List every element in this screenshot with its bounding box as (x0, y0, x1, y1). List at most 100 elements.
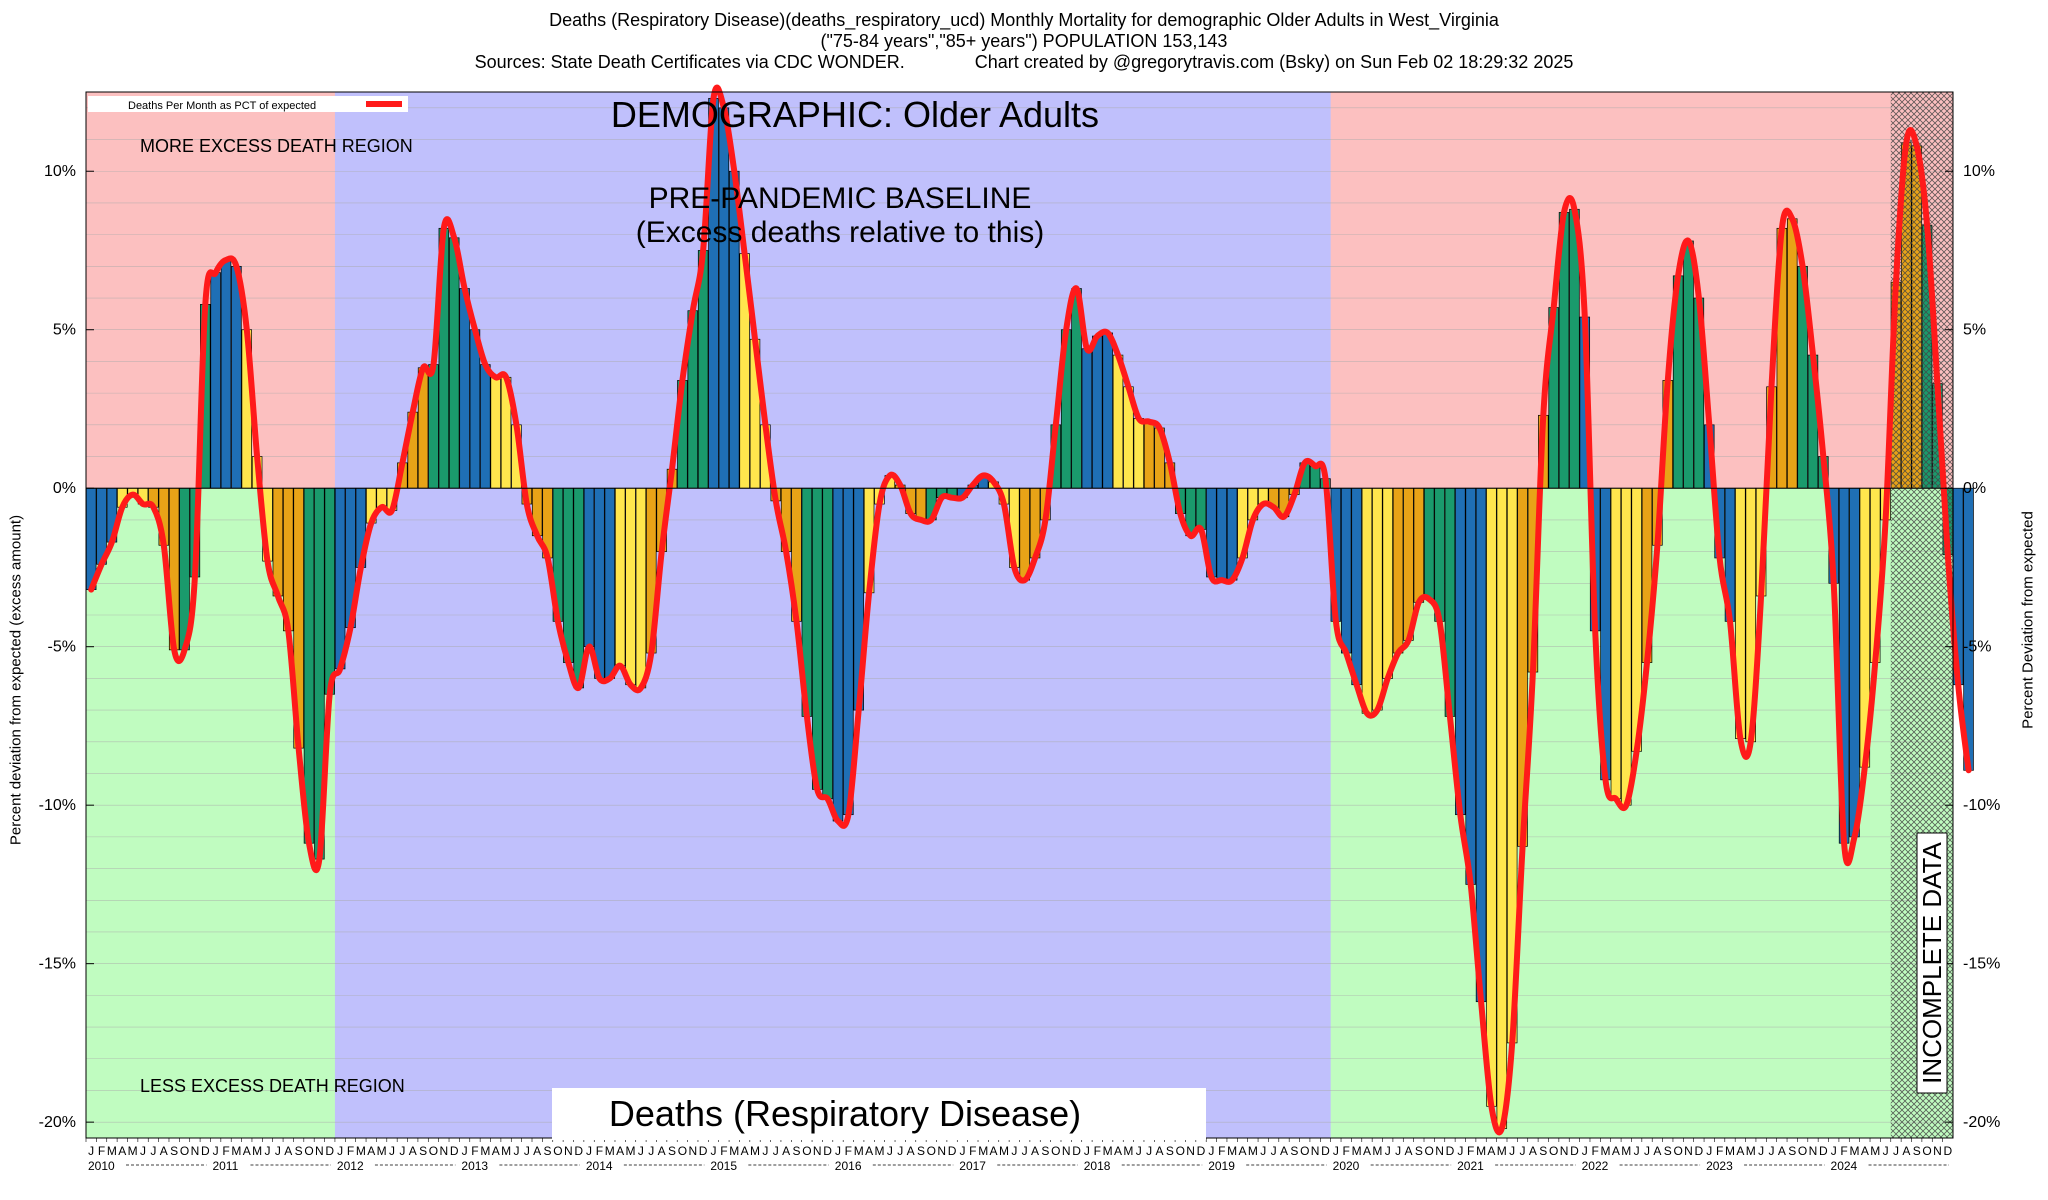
x-month-label: J (1022, 1144, 1028, 1158)
x-month-label: S (544, 1144, 552, 1158)
bar (812, 487, 823, 790)
x-month-label: D (1197, 1144, 1206, 1158)
bar (573, 487, 584, 689)
x-month-label: O (678, 1144, 687, 1158)
x-month-label: M (1123, 1144, 1133, 1158)
x-month-label: A (782, 1144, 790, 1158)
legend-label: Deaths Per Month as PCT of expected (128, 100, 316, 112)
header-credit-text: Chart created by @gregorytravis.com (Bsk… (974, 52, 1574, 72)
x-month-label: F (720, 1144, 727, 1158)
x-month-label: M (501, 1144, 511, 1158)
bar (324, 487, 335, 695)
bar (594, 487, 605, 679)
bar (1019, 487, 1030, 581)
x-month-label: A (284, 1144, 292, 1158)
x-month-label: J (1509, 1144, 1515, 1158)
x-month-label: M (1725, 1144, 1735, 1158)
x-month-label: A (907, 1144, 915, 1158)
bar (1143, 421, 1155, 489)
bar (1361, 487, 1373, 714)
x-month-label: A (1114, 1144, 1122, 1158)
x-month-label: M (1352, 1144, 1362, 1158)
x-month-label: A (243, 1144, 251, 1158)
x-month-label: S (1664, 1144, 1672, 1158)
x-year-label: 2024 (1831, 1159, 1858, 1173)
bar (822, 487, 833, 800)
bar (1475, 487, 1487, 1003)
x-month-label: J (1395, 1144, 1401, 1158)
x-month-label: D (325, 1144, 334, 1158)
x-month-label: M (128, 1144, 138, 1158)
x-month-label: S (1041, 1144, 1049, 1158)
bar (1434, 487, 1445, 622)
x-month-label: J (586, 1144, 592, 1158)
x-month-label: D (699, 1144, 708, 1158)
x-month-label: F (1840, 1144, 1847, 1158)
x-year-label: 2011 (212, 1159, 238, 1173)
x-month-label: J (265, 1144, 271, 1158)
bar (1465, 487, 1476, 885)
bar (459, 288, 470, 489)
x-month-label: J (1644, 1144, 1650, 1158)
x-month-label: A (1902, 1144, 1910, 1158)
x-month-label: F (1716, 1144, 1723, 1158)
bar (614, 487, 626, 667)
y-tick-label-right: -5% (1963, 639, 1991, 656)
x-month-label: A (1280, 1144, 1288, 1158)
y-tick-label-right: -10% (1963, 797, 2000, 814)
y-tick-label-right: -20% (1963, 1114, 2000, 1131)
x-month-label: M (1227, 1144, 1237, 1158)
x-month-label: S (295, 1144, 303, 1158)
bar (1102, 332, 1113, 489)
x-month-label: N (1809, 1144, 1818, 1158)
bar (1351, 487, 1362, 686)
x-month-label: M (1601, 1144, 1611, 1158)
bar (1683, 240, 1694, 489)
header-population: ("75-84 years","85+ years") POPULATION 1… (820, 31, 1228, 51)
bar (832, 487, 844, 822)
x-month-label: J (1011, 1144, 1017, 1158)
x-month-label: F (845, 1144, 852, 1158)
bar (1372, 487, 1383, 711)
x-month-label: A (741, 1144, 749, 1158)
x-month-label: J (762, 1144, 768, 1158)
x-month-label: A (160, 1144, 168, 1158)
x-month-label: J (337, 1144, 343, 1158)
x-month-label: S (419, 1144, 427, 1158)
y-tick-label-right: 10% (1963, 163, 1995, 180)
incomplete-data-label: INCOMPLETE DATA (1917, 841, 1947, 1083)
x-month-label: J (513, 1144, 519, 1158)
x-month-label: J (887, 1144, 893, 1158)
x-year-label: 2017 (959, 1159, 986, 1173)
x-month-label: A (1778, 1144, 1786, 1158)
x-month-label: O (553, 1144, 562, 1158)
less-excess-label: LESS EXCESS DEATH REGION (140, 1076, 405, 1096)
x-month-label: S (1290, 1144, 1298, 1158)
x-month-label: J (462, 1144, 468, 1158)
x-month-label: M (377, 1144, 387, 1158)
x-month-label: S (917, 1144, 925, 1158)
x-month-label: F (1343, 1144, 1350, 1158)
legend-box (88, 96, 408, 112)
x-month-label: J (150, 1144, 156, 1158)
x-month-label: M (854, 1144, 864, 1158)
bar (1092, 335, 1103, 489)
x-month-label: A (1363, 1144, 1371, 1158)
x-month-label: D (574, 1144, 583, 1158)
y-tick-label-right: -15% (1963, 956, 2000, 973)
x-month-label: A (865, 1144, 873, 1158)
x-month-label: A (367, 1144, 375, 1158)
x-month-label: J (1831, 1144, 1837, 1158)
x-month-label: D (1819, 1144, 1828, 1158)
x-month-label: M (626, 1144, 636, 1158)
x-month-label: S (668, 1144, 676, 1158)
y-axis-title-right: Percent Deviation from expected (2019, 511, 2037, 729)
chart-title: DEMOGRAPHIC: Older Adults (611, 94, 1099, 135)
x-month-label: O (1176, 1144, 1185, 1158)
bar (604, 487, 616, 679)
x-month-label: A (533, 1144, 541, 1158)
x-month-label: A (409, 1144, 417, 1158)
x-month-label: J (1706, 1144, 1712, 1158)
x-month-label: J (1582, 1144, 1588, 1158)
y-tick-label-left: 10% (44, 163, 76, 180)
